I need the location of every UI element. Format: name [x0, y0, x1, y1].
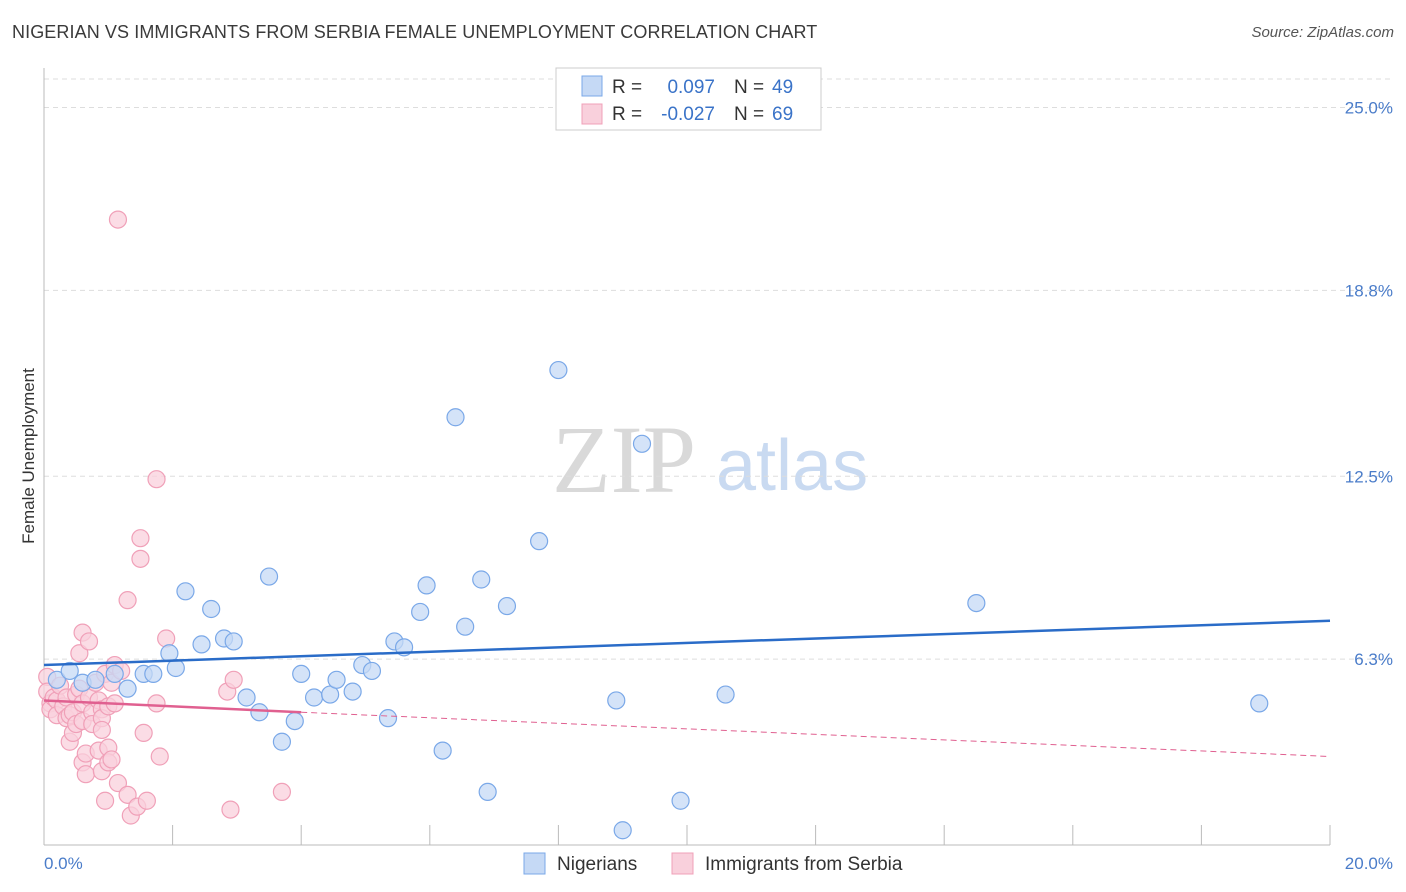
point-nigerians	[86, 670, 105, 689]
point-nigerians	[144, 664, 163, 684]
y-tick-labels: 25.0% 18.8% 12.5% 6.3%	[1345, 99, 1393, 670]
legend-n-label-2: N =	[734, 104, 764, 125]
point-nigerians	[176, 582, 195, 601]
point-nigerians	[456, 617, 475, 636]
gridlines	[44, 78, 1394, 660]
point-nigerians	[1250, 694, 1269, 713]
legend-r-label-2: R =	[612, 104, 642, 125]
y-tick-label: 25.0%	[1345, 99, 1393, 118]
series-legend-label-nigerians: Nigerians	[557, 854, 637, 875]
point-serbia	[150, 747, 169, 766]
legend-r-value-nigerians: 0.097	[667, 77, 715, 98]
point-nigerians	[285, 711, 304, 731]
point-nigerians	[530, 532, 549, 551]
point-serbia	[221, 800, 240, 819]
point-nigerians	[327, 670, 346, 689]
point-nigerians	[607, 691, 626, 710]
point-nigerians	[497, 596, 517, 616]
point-nigerians	[118, 679, 137, 698]
point-serbia	[118, 591, 137, 610]
trend-line-serbia	[43, 699, 302, 714]
point-nigerians	[343, 682, 362, 701]
point-nigerians	[632, 434, 652, 453]
point-serbia	[108, 773, 128, 793]
legend-n-value-serbia: 69	[772, 104, 793, 125]
y-tick-label: 12.5%	[1345, 467, 1393, 486]
legend-r-label-1: R =	[612, 77, 642, 98]
point-nigerians	[411, 602, 430, 622]
series-legend: Nigerians Immigrants from Serbia	[523, 852, 903, 875]
stats-legend: R = 0.097 N = 49 R = -0.027 N = 69	[555, 67, 822, 131]
point-nigerians	[60, 661, 79, 681]
point-nigerians	[433, 741, 452, 760]
watermark-zip: ZIP	[552, 406, 696, 513]
legend-swatch-serbia	[581, 103, 603, 125]
series-legend-swatch-nigerians	[523, 852, 546, 875]
series-legend-label-serbia: Immigrants from Serbia	[705, 854, 903, 875]
point-nigerians	[362, 661, 382, 681]
point-serbia	[134, 723, 153, 743]
point-nigerians	[237, 688, 256, 707]
point-serbia	[157, 629, 176, 648]
trend-line-nigerians	[43, 619, 1331, 667]
point-nigerians	[613, 821, 632, 840]
point-serbia	[102, 750, 121, 769]
point-nigerians	[716, 685, 735, 704]
point-nigerians	[478, 782, 497, 802]
point-nigerians	[259, 567, 279, 586]
legend-n-label-1: N =	[734, 77, 764, 98]
point-serbia	[70, 644, 89, 663]
x-tick-label-left: 0.0%	[44, 854, 83, 873]
point-serbia	[224, 670, 243, 689]
point-nigerians	[202, 599, 221, 619]
point-nigerians	[272, 732, 292, 751]
point-serbia	[76, 765, 95, 784]
trend-lines	[43, 619, 1331, 757]
point-serbia	[131, 529, 150, 548]
points-nigerians	[47, 360, 1269, 840]
point-nigerians	[47, 670, 66, 689]
point-serbia	[147, 694, 166, 713]
point-nigerians	[224, 632, 243, 651]
watermark-atlas: atlas	[716, 426, 868, 506]
point-serbia	[118, 785, 137, 804]
point-serbia	[108, 210, 128, 229]
chart-source: Source: ZipAtlas.com	[1251, 24, 1394, 41]
point-nigerians	[105, 664, 124, 684]
point-serbia	[131, 549, 150, 568]
point-serbia	[137, 791, 156, 810]
series-legend-swatch-serbia	[671, 852, 694, 875]
point-nigerians	[304, 688, 324, 707]
legend-n-value-nigerians: 49	[772, 77, 793, 98]
y-tick-label: 18.8%	[1345, 281, 1393, 300]
point-nigerians	[549, 360, 568, 380]
point-nigerians	[250, 703, 269, 722]
point-nigerians	[192, 635, 211, 654]
x-axis-ticks	[172, 825, 1331, 845]
point-nigerians	[378, 709, 398, 728]
legend-swatch-nigerians	[581, 75, 603, 97]
point-serbia	[79, 632, 99, 651]
point-nigerians	[292, 664, 311, 684]
point-nigerians	[671, 791, 690, 810]
point-serbia	[95, 791, 115, 810]
point-nigerians	[417, 576, 436, 595]
y-axis-label: Female Unemployment	[19, 368, 38, 544]
point-nigerians	[967, 593, 986, 613]
point-nigerians	[166, 658, 185, 678]
points-serbia	[38, 210, 292, 825]
point-serbia	[147, 470, 166, 489]
x-tick-label-right: 20.0%	[1345, 854, 1393, 873]
chart-title: NIGERIAN VS IMMIGRANTS FROM SERBIA FEMAL…	[12, 22, 818, 42]
point-nigerians	[446, 408, 465, 427]
point-serbia	[272, 782, 292, 802]
point-serbia	[92, 720, 111, 740]
point-nigerians	[472, 570, 491, 589]
trend-line-serbia-extrapolated	[301, 711, 1331, 757]
legend-r-value-serbia: -0.027	[661, 104, 715, 125]
y-tick-label: 6.3%	[1354, 650, 1393, 669]
